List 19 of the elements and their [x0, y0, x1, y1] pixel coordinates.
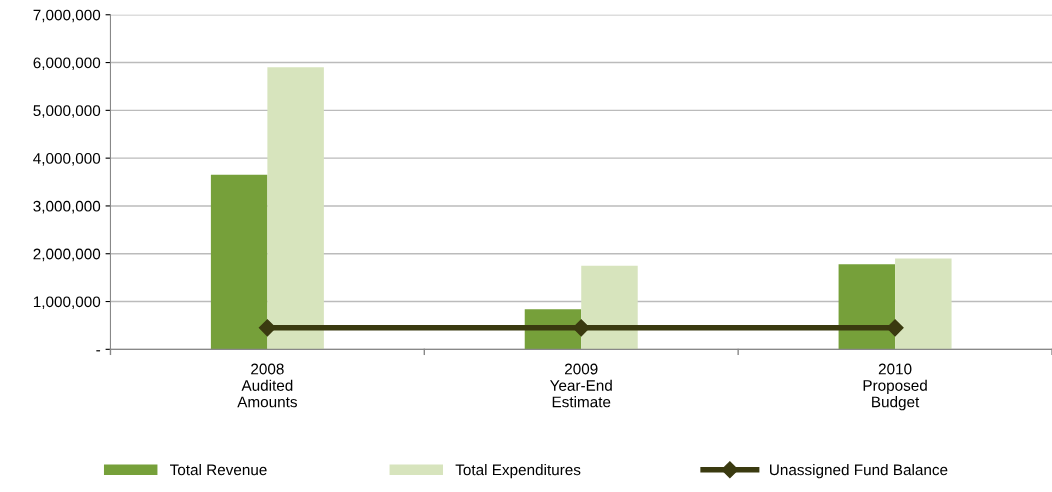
y-tick-label: 7,000,000 — [33, 9, 101, 23]
bar — [895, 258, 952, 350]
bar — [581, 265, 638, 350]
y-tick-label: 1,000,000 — [33, 296, 101, 310]
y-tick-label: 4,000,000 — [33, 153, 101, 166]
x-tick-label: 2008 Audited Amounts — [237, 363, 297, 408]
y-tick-label: 5,000,000 — [33, 105, 101, 118]
y-tick-label: 2,000,000 — [33, 248, 101, 262]
legend-label: Total Expenditures — [455, 464, 581, 479]
bar — [267, 67, 324, 350]
legend-label: Unassigned Fund Balance — [770, 464, 948, 479]
bar — [838, 264, 896, 350]
bar — [210, 174, 268, 350]
y-tick-label: 6,000,000 — [33, 57, 101, 71]
x-tick-label: 2010 Proposed Budget — [863, 363, 927, 411]
y-tick-label: - — [96, 350, 101, 352]
x-tick-label: 2009 Year-End Estimate — [549, 363, 612, 408]
y-tick-label: 3,000,000 — [33, 200, 101, 214]
legend-label: Total Revenue — [170, 464, 267, 476]
